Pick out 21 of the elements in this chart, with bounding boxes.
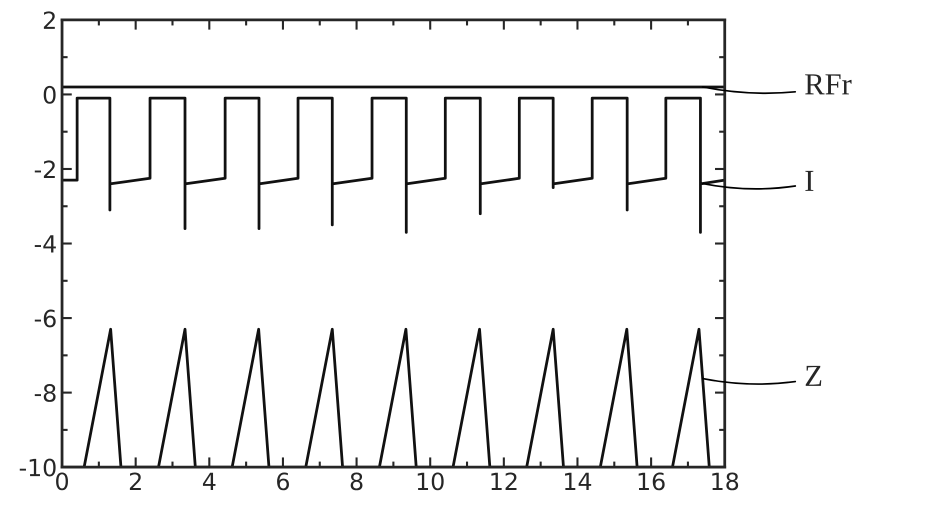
x-tick-label: 18 [712, 472, 738, 490]
text: RFr [805, 74, 852, 94]
x-tick-label: 4 [202, 472, 216, 490]
x-tick-label: 2 [130, 472, 141, 490]
x-tick-label: 14 [565, 472, 592, 490]
x-tick-label: 16 [638, 472, 665, 490]
y-tick-label: -6 [34, 310, 56, 328]
x-tick-label: 10 [418, 472, 444, 490]
x-tick-label: 8 [350, 472, 362, 490]
x-tick-label: 12 [491, 472, 516, 490]
x-tick-label: 0 [56, 472, 68, 490]
y-tick-label: -10 [20, 458, 56, 476]
y-tick-label: -2 [34, 160, 55, 178]
text: Z [806, 366, 822, 386]
x-tick-label: 6 [277, 472, 289, 490]
y-tick-label: 0 [44, 86, 56, 104]
y-tick-label: -8 [34, 384, 56, 402]
y-tick-label: 2 [44, 11, 55, 29]
text: I [805, 170, 814, 191]
line-series [62, 96, 725, 234]
y-tick-label: -4 [34, 235, 56, 252]
